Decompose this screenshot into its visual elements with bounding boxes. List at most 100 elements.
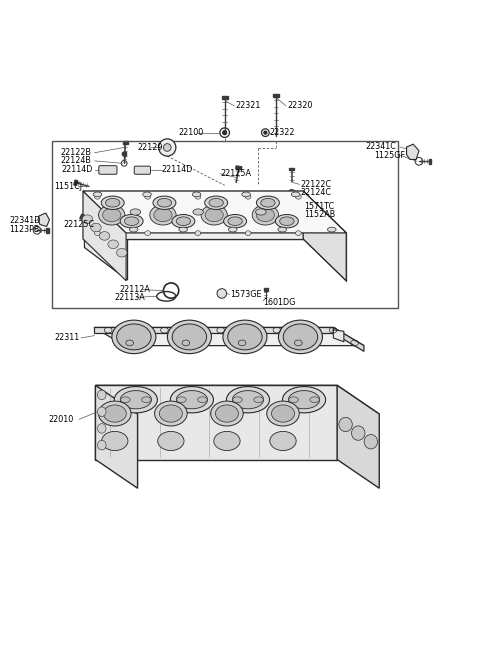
Polygon shape <box>333 330 344 342</box>
Text: 22114D: 22114D <box>161 166 193 175</box>
Polygon shape <box>83 191 303 239</box>
Text: 22321: 22321 <box>235 101 261 110</box>
Text: 22112A: 22112A <box>120 285 150 294</box>
Polygon shape <box>273 94 279 96</box>
Ellipse shape <box>143 192 151 197</box>
Ellipse shape <box>227 387 270 413</box>
Circle shape <box>296 204 299 207</box>
Ellipse shape <box>245 231 251 235</box>
Text: 22124C: 22124C <box>300 188 331 198</box>
Ellipse shape <box>145 194 151 199</box>
Text: 1151CJ: 1151CJ <box>54 182 82 191</box>
Ellipse shape <box>288 391 320 409</box>
Polygon shape <box>83 191 346 233</box>
Polygon shape <box>38 213 49 226</box>
Ellipse shape <box>278 227 287 232</box>
Ellipse shape <box>91 223 101 232</box>
Polygon shape <box>407 144 419 160</box>
Polygon shape <box>123 141 128 144</box>
Text: 22125A: 22125A <box>220 170 251 178</box>
Ellipse shape <box>209 198 223 207</box>
Text: 22122C: 22122C <box>300 180 331 189</box>
Ellipse shape <box>172 324 206 350</box>
FancyBboxPatch shape <box>99 166 117 174</box>
Text: 22341D: 22341D <box>9 216 41 225</box>
Ellipse shape <box>159 405 182 422</box>
Polygon shape <box>96 385 379 414</box>
Ellipse shape <box>256 208 275 222</box>
Text: 22311: 22311 <box>54 333 80 342</box>
Ellipse shape <box>198 397 207 402</box>
Ellipse shape <box>228 227 237 232</box>
Circle shape <box>217 289 227 298</box>
Ellipse shape <box>339 417 352 432</box>
Ellipse shape <box>214 432 240 451</box>
Text: 1573GE: 1573GE <box>230 290 262 299</box>
Ellipse shape <box>102 432 128 451</box>
Text: 22124B: 22124B <box>60 156 91 166</box>
Ellipse shape <box>120 391 151 409</box>
Ellipse shape <box>177 397 186 402</box>
Polygon shape <box>74 180 78 185</box>
Ellipse shape <box>296 194 301 199</box>
Ellipse shape <box>296 231 301 235</box>
Ellipse shape <box>276 215 299 228</box>
Ellipse shape <box>204 196 228 209</box>
Ellipse shape <box>157 198 172 207</box>
Ellipse shape <box>124 217 139 226</box>
FancyBboxPatch shape <box>134 166 151 174</box>
Ellipse shape <box>228 324 262 350</box>
Circle shape <box>41 217 46 222</box>
Ellipse shape <box>256 196 279 209</box>
Polygon shape <box>236 166 242 170</box>
Ellipse shape <box>195 231 201 235</box>
Text: 1601DG: 1601DG <box>263 297 295 306</box>
Ellipse shape <box>114 387 157 413</box>
Polygon shape <box>337 385 379 488</box>
Ellipse shape <box>245 194 251 199</box>
Text: 22113A: 22113A <box>115 293 145 302</box>
Bar <box>52 141 398 308</box>
Ellipse shape <box>267 401 300 426</box>
Ellipse shape <box>176 217 191 226</box>
Ellipse shape <box>97 407 106 417</box>
Ellipse shape <box>224 215 247 228</box>
Ellipse shape <box>145 231 151 235</box>
Polygon shape <box>222 96 228 99</box>
Ellipse shape <box>228 217 242 226</box>
Text: 22322: 22322 <box>270 128 295 137</box>
Ellipse shape <box>252 205 278 225</box>
Text: 22129: 22129 <box>138 143 163 152</box>
Text: 1152AB: 1152AB <box>304 211 336 220</box>
Circle shape <box>163 143 171 151</box>
Ellipse shape <box>117 248 127 257</box>
Polygon shape <box>84 197 302 230</box>
Ellipse shape <box>112 320 156 353</box>
Ellipse shape <box>98 401 131 426</box>
Ellipse shape <box>95 194 100 199</box>
Ellipse shape <box>120 397 130 402</box>
Ellipse shape <box>211 401 243 426</box>
Text: 1123PB: 1123PB <box>9 225 40 234</box>
Polygon shape <box>333 327 364 351</box>
Polygon shape <box>122 152 126 155</box>
Ellipse shape <box>176 391 207 409</box>
Ellipse shape <box>291 192 300 197</box>
Ellipse shape <box>172 215 195 228</box>
Polygon shape <box>289 168 294 170</box>
Ellipse shape <box>168 320 211 353</box>
Ellipse shape <box>150 205 176 225</box>
Ellipse shape <box>179 227 188 232</box>
Ellipse shape <box>82 215 93 224</box>
Ellipse shape <box>201 205 228 225</box>
Ellipse shape <box>93 192 102 197</box>
Polygon shape <box>96 385 337 460</box>
Ellipse shape <box>327 227 336 232</box>
Ellipse shape <box>154 208 172 222</box>
Text: 22114D: 22114D <box>61 166 92 175</box>
Ellipse shape <box>103 405 126 422</box>
Ellipse shape <box>142 397 151 402</box>
Ellipse shape <box>232 391 264 409</box>
Ellipse shape <box>261 198 275 207</box>
Ellipse shape <box>101 196 124 209</box>
